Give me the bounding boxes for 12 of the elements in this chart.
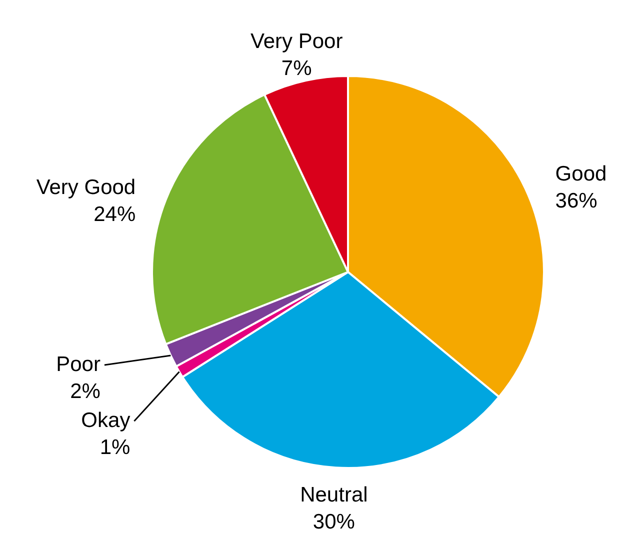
data-label: 36%: [555, 189, 598, 212]
slice-label: Very Poor: [250, 30, 343, 53]
slice-label: Poor: [56, 352, 100, 376]
slice-label: Neutral: [300, 484, 368, 507]
slice-label: Very Good: [36, 176, 136, 199]
data-label: 24%: [94, 202, 136, 226]
data-label: 2%: [70, 380, 100, 403]
slice-label: Okay: [81, 409, 131, 432]
data-label: 7%: [281, 56, 312, 80]
data-label: 30%: [312, 510, 355, 534]
slice-label: Good: [555, 162, 607, 186]
data-label: 1%: [100, 436, 130, 460]
